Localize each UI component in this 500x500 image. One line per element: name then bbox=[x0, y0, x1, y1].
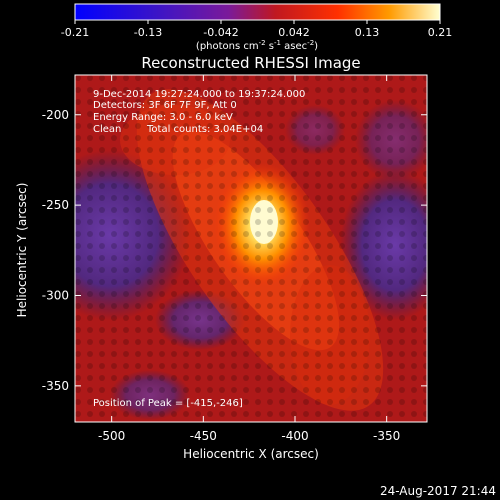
y-tick-label: -300 bbox=[42, 288, 69, 302]
y-axis-label: Heliocentric Y (arcsec) bbox=[15, 183, 29, 318]
colorbar-tick-label: 0.21 bbox=[428, 26, 453, 39]
peak-position-annotation: Position of Peak = [-415,-246] bbox=[93, 398, 243, 409]
y-tick-label: -250 bbox=[42, 198, 69, 212]
x-tick-label: -500 bbox=[98, 429, 125, 443]
energy-annotation: Energy Range: 3.0 - 6.0 keV bbox=[93, 112, 233, 123]
footer-date: 24-Aug-2017 21:44 bbox=[380, 484, 496, 498]
chart-title: Reconstructed RHESSI Image bbox=[141, 54, 360, 72]
x-axis-label: Heliocentric X (arcsec) bbox=[183, 447, 319, 461]
colorbar-tick-label: 0.13 bbox=[355, 26, 380, 39]
y-tick-label: -200 bbox=[42, 108, 69, 122]
y-axis-ticks: -200 -250 -300 -350 bbox=[42, 108, 427, 393]
colorbar-tick-label: -0.042 bbox=[203, 26, 238, 39]
time-range-annotation: 9-Dec-2014 19:27:24.000 to 19:37:24.000 bbox=[93, 89, 305, 100]
colorbar-tick-label: -0.21 bbox=[61, 26, 89, 39]
colorbar bbox=[74, 3, 441, 21]
colorbar-tick-label: -0.13 bbox=[134, 26, 162, 39]
x-axis-ticks: -500 -450 -400 -350 bbox=[98, 75, 400, 443]
colorbar-unit-label: (photons cm-2 s-1 asec-2) bbox=[196, 39, 318, 52]
x-tick-label: -400 bbox=[281, 429, 308, 443]
colorbar-ticks bbox=[74, 20, 441, 24]
plot-frame bbox=[74, 74, 428, 423]
clean-label: Clean bbox=[93, 124, 121, 135]
y-tick-label: -350 bbox=[42, 379, 69, 393]
x-tick-label: -350 bbox=[373, 429, 400, 443]
solar-image bbox=[75, 75, 427, 422]
total-counts-annotation: Total counts: 3.04E+04 bbox=[146, 124, 263, 135]
colorbar-tick-label: 0.042 bbox=[278, 26, 310, 39]
x-tick-label: -450 bbox=[190, 429, 217, 443]
detectors-annotation: Detectors: 3F 6F 7F 9F, Att 0 bbox=[93, 100, 237, 111]
